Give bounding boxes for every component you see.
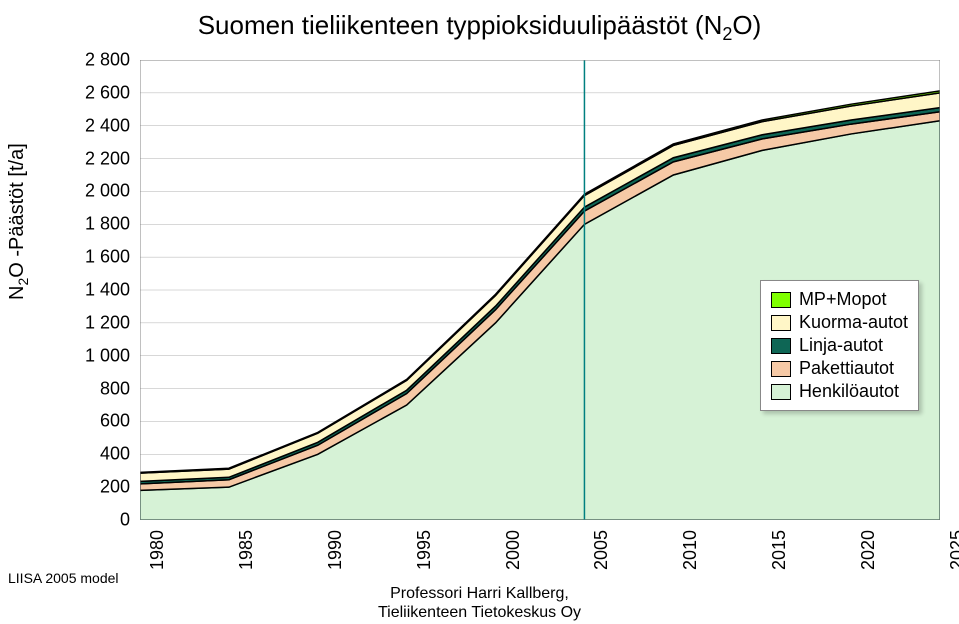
legend-item: Pakettiautot [771, 358, 908, 379]
footer-text: Professori Harri Kallberg, Tieliikenteen… [0, 584, 959, 622]
legend-swatch [771, 361, 791, 377]
legend-swatch [771, 384, 791, 400]
legend-swatch [771, 338, 791, 354]
legend-box: MP+MopotKuorma-autotLinja-autotPakettiau… [760, 280, 919, 411]
legend-item: MP+Mopot [771, 289, 908, 310]
legend-item: Linja-autot [771, 335, 908, 356]
legend-label: Pakettiautot [799, 358, 894, 379]
footer-line-1: Professori Harri Kallberg, [0, 584, 959, 603]
legend-item: Kuorma-autot [771, 312, 908, 333]
footer-line-2: Tieliikenteen Tietokeskus Oy [0, 603, 959, 622]
legend-item: Henkilöautot [771, 381, 908, 402]
legend-label: MP+Mopot [799, 289, 887, 310]
x-tick-label: 2025 [947, 510, 959, 570]
legend-label: Kuorma-autot [799, 312, 908, 333]
legend-swatch [771, 292, 791, 308]
legend-label: Henkilöautot [799, 381, 899, 402]
legend-label: Linja-autot [799, 335, 883, 356]
legend-swatch [771, 315, 791, 331]
